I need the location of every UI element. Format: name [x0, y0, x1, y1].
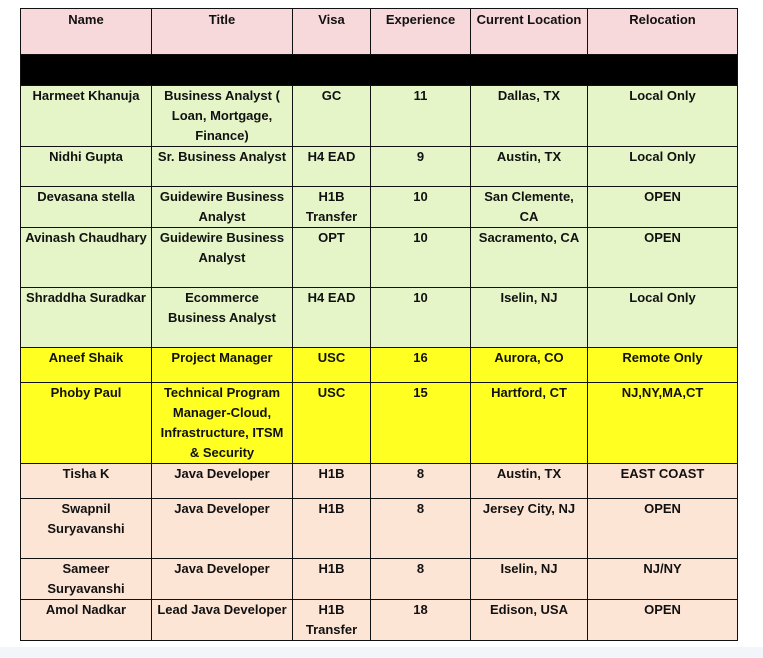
- cell-title: Sr. Business Analyst: [151, 146, 293, 187]
- header-row: Name Title Visa Experience Current Locat…: [20, 8, 738, 55]
- cell-title: Ecommerce Business Analyst: [151, 287, 293, 348]
- cell-current-location: Jersey City, NJ: [470, 498, 588, 559]
- cell-current-location: San Clemente, CA: [470, 186, 588, 228]
- cell-relocation: NJ/NY: [587, 558, 738, 600]
- cell-name: Devasana stella: [20, 186, 152, 228]
- cell-experience: 8: [370, 558, 471, 600]
- cell-visa: OPT: [292, 227, 371, 288]
- cell-experience: 8: [370, 463, 471, 499]
- cell-current-location: Dallas, TX: [470, 85, 588, 147]
- cell-name: Sameer Suryavanshi: [20, 558, 152, 600]
- table-row: Amol Nadkar Lead Java Developer H1B Transf…: [20, 599, 738, 641]
- cell-visa: H1B: [292, 498, 371, 559]
- cell-experience: 10: [370, 227, 471, 288]
- cell-name: Swapnil Suryavanshi: [20, 498, 152, 559]
- footer-strip: [0, 647, 763, 658]
- cell-name: Harmeet Khanuja: [20, 85, 152, 147]
- cell-relocation: Local Only: [587, 85, 738, 147]
- cell-relocation: OPEN: [587, 498, 738, 559]
- cell-name: Avinash Chaudhary: [20, 227, 152, 288]
- cell-title: Project Manager: [151, 347, 293, 383]
- cell-experience: 10: [370, 186, 471, 228]
- table-row: Shraddha Suradkar Ecommerce Business Anal…: [20, 287, 738, 348]
- cell-visa: H1B: [292, 558, 371, 600]
- separator-cell: [20, 54, 738, 86]
- candidates-table: Name Title Visa Experience Current Locat…: [20, 8, 738, 641]
- cell-visa: H4 EAD: [292, 146, 371, 187]
- cell-title: Guidewire Business Analyst: [151, 227, 293, 288]
- header-visa: Visa: [292, 8, 371, 55]
- table-row: Nidhi Gupta Sr. Business Analyst H4 EAD 9 Au…: [20, 146, 738, 187]
- cell-name: Aneef Shaik: [20, 347, 152, 383]
- cell-current-location: Iselin, NJ: [470, 287, 588, 348]
- table-row: Avinash Chaudhary Guidewire Business Anal…: [20, 227, 738, 288]
- cell-current-location: Austin, TX: [470, 146, 588, 187]
- cell-name: Nidhi Gupta: [20, 146, 152, 187]
- cell-title: Java Developer: [151, 463, 293, 499]
- cell-experience: 8: [370, 498, 471, 559]
- cell-name: Tisha K: [20, 463, 152, 499]
- cell-relocation: OPEN: [587, 599, 738, 641]
- cell-experience: 18: [370, 599, 471, 641]
- header-relocation: Relocation: [587, 8, 738, 55]
- cell-relocation: Local Only: [587, 287, 738, 348]
- cell-current-location: Edison, USA: [470, 599, 588, 641]
- cell-title: Java Developer: [151, 498, 293, 559]
- cell-experience: 9: [370, 146, 471, 187]
- cell-experience: 10: [370, 287, 471, 348]
- header-current-location: Current Location: [470, 8, 588, 55]
- cell-current-location: Sacramento, CA: [470, 227, 588, 288]
- cell-name: Shraddha Suradkar: [20, 287, 152, 348]
- table-row: Harmeet Khanuja Business Analyst ( Loan, …: [20, 85, 738, 147]
- cell-relocation: OPEN: [587, 186, 738, 228]
- cell-visa: USC: [292, 347, 371, 383]
- header-name: Name: [20, 8, 152, 55]
- cell-experience: 11: [370, 85, 471, 147]
- cell-relocation: EAST COAST: [587, 463, 738, 499]
- cell-experience: 16: [370, 347, 471, 383]
- cell-experience: 15: [370, 382, 471, 464]
- table-row: Sameer Suryavanshi Java Developer H1B 8 Isel…: [20, 558, 738, 600]
- cell-visa: H4 EAD: [292, 287, 371, 348]
- cell-visa: GC: [292, 85, 371, 147]
- header-experience: Experience: [370, 8, 471, 55]
- cell-visa: H1B: [292, 463, 371, 499]
- cell-title: Java Developer: [151, 558, 293, 600]
- cell-visa: H1B Transfer: [292, 599, 371, 641]
- cell-visa: H1B Transfer: [292, 186, 371, 228]
- cell-name: Amol Nadkar: [20, 599, 152, 641]
- cell-visa: USC: [292, 382, 371, 464]
- cell-current-location: Hartford, CT: [470, 382, 588, 464]
- table-row: Phoby Paul Technical Program Manager-Clou…: [20, 382, 738, 464]
- separator-row: [20, 54, 738, 86]
- cell-title: Technical Program Manager-Cloud, Infrast…: [151, 382, 293, 464]
- cell-title: Lead Java Developer: [151, 599, 293, 641]
- cell-current-location: Austin, TX: [470, 463, 588, 499]
- header-title: Title: [151, 8, 293, 55]
- cell-title: Guidewire Business Analyst: [151, 186, 293, 228]
- cell-relocation: Remote Only: [587, 347, 738, 383]
- table-row: Swapnil Suryavanshi Java Developer H1B 8 Jer…: [20, 498, 738, 559]
- cell-title: Business Analyst ( Loan, Mortgage, Finan…: [151, 85, 293, 147]
- table-row: Tisha K Java Developer H1B 8 Austin, TX EAST …: [20, 463, 738, 499]
- cell-relocation: OPEN: [587, 227, 738, 288]
- table-row: Devasana stella Guidewire Business Analys…: [20, 186, 738, 228]
- cell-relocation: Local Only: [587, 146, 738, 187]
- cell-current-location: Iselin, NJ: [470, 558, 588, 600]
- cell-current-location: Aurora, CO: [470, 347, 588, 383]
- cell-relocation: NJ,NY,MA,CT: [587, 382, 738, 464]
- table-row: Aneef Shaik Project Manager USC 16 Aurora, C…: [20, 347, 738, 383]
- cell-name: Phoby Paul: [20, 382, 152, 464]
